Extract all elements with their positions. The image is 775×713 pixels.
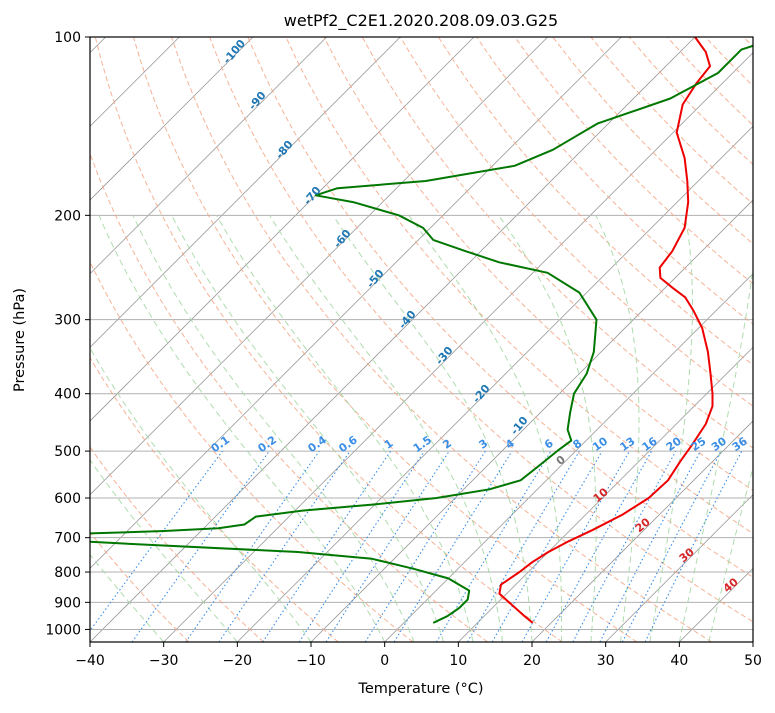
x-tick-label: 20 (523, 653, 541, 669)
y-tick-label: 300 (54, 313, 81, 329)
y-tick-label: 600 (54, 491, 81, 507)
y-axis-title: Pressure (hPa) (12, 288, 28, 392)
y-tick-label: 700 (54, 531, 81, 547)
y-tick-label: 100 (54, 30, 81, 46)
y-tick-label: 800 (54, 565, 81, 581)
x-tick-label: 10 (449, 653, 467, 669)
y-tick-label: 400 (54, 387, 81, 403)
x-tick-label: −10 (296, 653, 326, 669)
x-tick-label: −40 (75, 653, 105, 669)
x-tick-label: −30 (149, 653, 179, 669)
x-tick-label: 30 (597, 653, 615, 669)
y-tick-label: 1000 (45, 622, 81, 638)
x-tick-label: 40 (670, 653, 688, 669)
x-tick-label: 50 (744, 653, 762, 669)
y-tick-label: 900 (54, 595, 81, 611)
y-tick-label: 500 (54, 444, 81, 460)
chart-title: wetPf2_C2E1.2020.208.09.03.G25 (284, 11, 558, 31)
x-axis-title: Temperature (°C) (357, 681, 483, 697)
x-tick-label: −20 (223, 653, 253, 669)
x-tick-label: 0 (380, 653, 389, 669)
y-tick-label: 200 (54, 208, 81, 224)
